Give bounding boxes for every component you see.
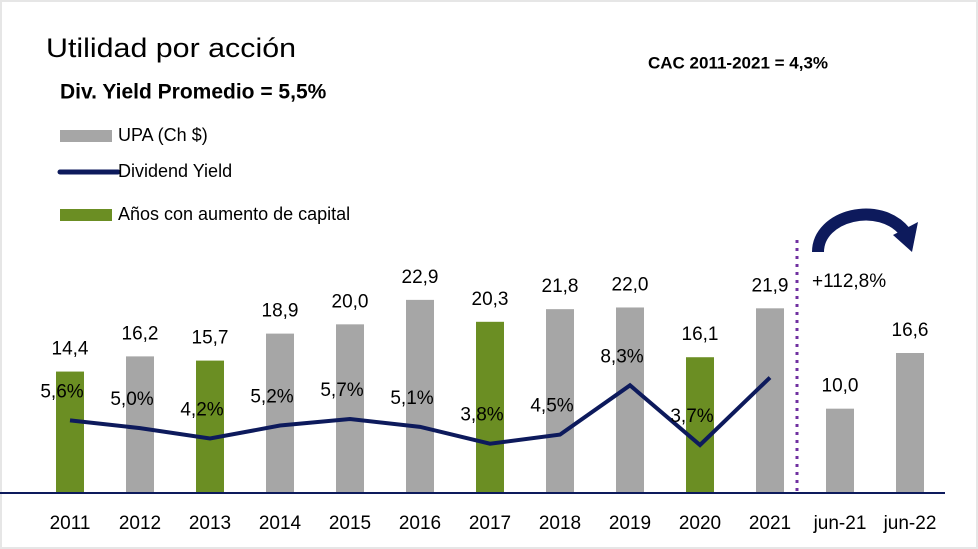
data-label: 22,9 [402,267,439,288]
bar [196,360,224,493]
legend-swatch [60,209,112,221]
bar [336,324,364,493]
subtitle: Div. Yield Promedio = 5,5% [60,81,327,104]
x-tick-label: 2021 [749,513,791,534]
legend-label: Años con aumento de capital [118,204,350,224]
x-tick-label: 2011 [50,513,91,534]
data-label: 4,5% [530,396,573,417]
data-label: 5,7% [320,380,363,401]
annotation: +112,8% [812,271,886,292]
data-label: 18,9 [262,301,299,322]
x-tick-label: 2013 [189,513,231,534]
bar [896,353,924,493]
x-tick-label: 2016 [399,513,441,534]
x-tick-label: jun-21 [813,513,867,534]
bar [56,371,84,493]
data-label: 16,1 [682,324,719,345]
data-label: 8,3% [600,346,643,367]
x-tick-label: 2015 [329,513,371,534]
data-label: 15,7 [192,328,229,349]
arrow-head [893,222,918,252]
x-tick-label: 2019 [609,513,651,534]
bar [686,357,714,493]
data-label: 16,2 [122,323,159,344]
x-tick-label: jun-22 [883,513,937,534]
legend-swatch [60,130,112,142]
data-label: 5,6% [40,381,83,402]
data-label: 5,0% [110,389,153,410]
bar [756,308,784,493]
data-label: 22,0 [612,274,649,295]
bar [546,309,574,493]
data-label: 21,8 [542,276,579,297]
data-label: 10,0 [822,376,859,397]
legend-label: Dividend Yield [118,161,232,181]
bar [476,321,504,493]
x-tick-label: 2012 [119,513,161,534]
data-label: 16,6 [892,320,929,341]
data-label: 21,9 [752,275,789,296]
data-label: 20,3 [472,289,509,310]
bar [266,333,294,493]
bar [406,299,434,493]
data-label: 3,7% [670,406,713,427]
x-tick-label: 2018 [539,513,581,534]
data-label: 5,1% [390,388,433,409]
data-label: 20,0 [332,291,369,312]
bar [616,307,644,493]
x-tick-label: 2017 [469,513,511,534]
bar [126,356,154,493]
arrow [812,208,910,253]
data-label: 5,2% [250,387,293,408]
data-label: 3,8% [460,405,503,426]
x-tick-label: 2020 [679,513,721,534]
line [69,376,772,448]
chart-title: Utilidad por acción [46,33,296,63]
x-tick-label: 2014 [259,513,302,534]
data-label: 14,4 [52,339,89,360]
legend-label: UPA (Ch $) [118,125,208,145]
bar [826,408,854,493]
data-label: 4,2% [180,400,223,421]
annotation: CAC 2011-2021 = 4,3% [648,53,828,72]
